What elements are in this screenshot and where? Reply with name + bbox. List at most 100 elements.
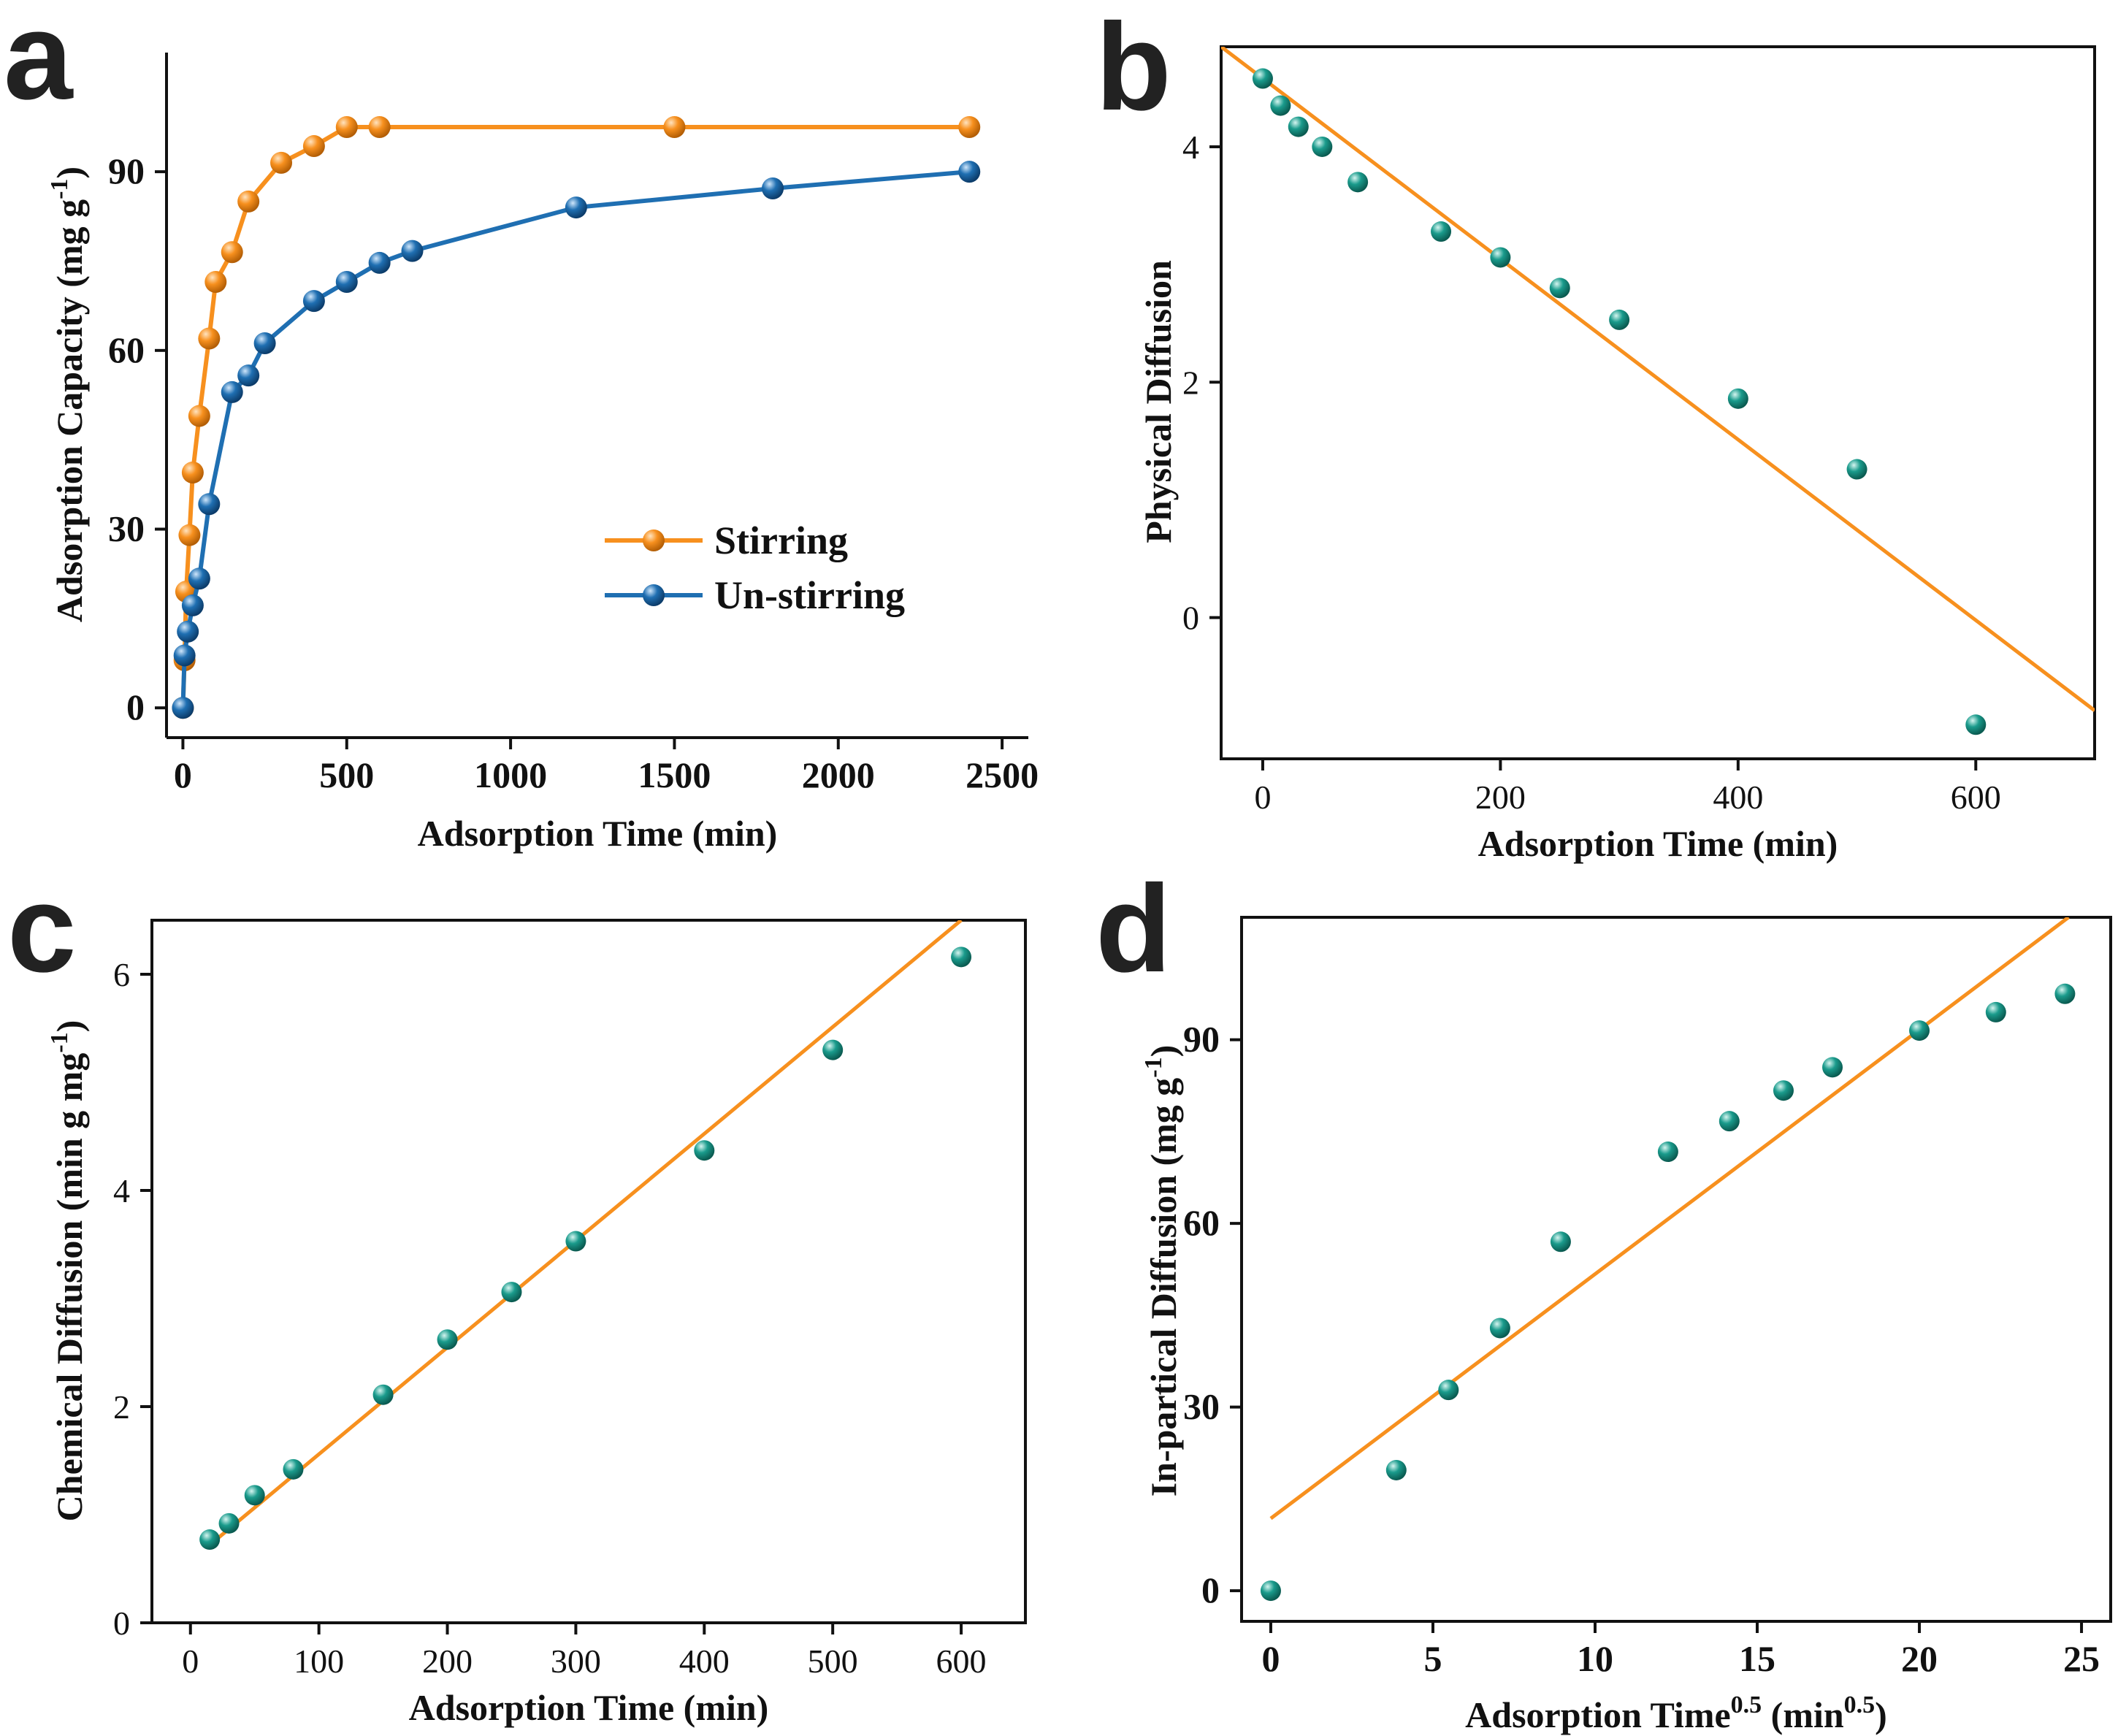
panel-b-ytick-label: 0 — [1182, 600, 1199, 637]
panel-b-ytick-label: 2 — [1182, 364, 1199, 401]
legend-unstirring-marker — [643, 584, 665, 606]
panel-c-ytick-label: 6 — [113, 956, 130, 993]
data-point-unstirring — [173, 644, 196, 667]
data-point — [951, 947, 972, 968]
panel-letter-d: d — [1096, 860, 1171, 998]
data-point-unstirring — [221, 381, 243, 403]
legend-stirring-label: Stirring — [714, 519, 848, 562]
panel-d-chart: 0 5 10 15 20 25 0 30 60 90 Adsorption Time0.5 (mi… — [1140, 916, 2112, 1735]
data-point — [437, 1329, 458, 1350]
panel-d-x-title: Adsorption Time0.5 (min0.5) — [1465, 1691, 1887, 1735]
data-point — [1347, 172, 1369, 193]
panel-c-xtick-label: 0 — [182, 1643, 199, 1680]
panel-d-ytick-label: 60 — [1183, 1202, 1220, 1243]
panel-a-y-title: Adsorption Capacity (mg g-1) — [46, 167, 90, 622]
data-point — [1260, 1580, 1281, 1602]
panel-d-xtick-label: 10 — [1577, 1638, 1613, 1679]
panel-a-xtick-label: 2500 — [966, 754, 1039, 795]
data-point — [1288, 116, 1309, 137]
fit-line — [1269, 917, 2070, 1521]
data-point — [1719, 1111, 1740, 1132]
data-point — [1550, 1231, 1571, 1253]
panel-a-legend: Stirring Un-stirring — [605, 519, 905, 617]
data-point — [1909, 1020, 1930, 1041]
panel-a-xtick-label: 2000 — [802, 754, 875, 795]
panel-d-frame — [1240, 916, 2112, 1623]
panel-d-ytick-label: 0 — [1201, 1569, 1220, 1610]
panel-b-xtick-label: 600 — [1951, 779, 2001, 816]
panel-c-ytick-label: 4 — [113, 1172, 130, 1209]
data-point-stirring — [198, 327, 221, 350]
data-point-unstirring — [177, 620, 199, 643]
data-point-unstirring — [762, 177, 784, 199]
panel-d-xtick-label: 5 — [1423, 1638, 1442, 1679]
data-point-stirring — [221, 241, 243, 264]
panel-a-ytick-label: 0 — [126, 687, 145, 727]
panel-c-chart: 0 100 200 300 400 500 600 0 2 4 6 Adsorption Time … — [46, 919, 1027, 1728]
data-point-stirring — [302, 135, 325, 158]
data-point-unstirring — [198, 493, 221, 516]
panel-c-xtick-label: 600 — [936, 1643, 987, 1680]
data-point-stirring — [188, 405, 210, 427]
panel-b-frame — [1220, 45, 2096, 760]
panel-letter-c: c — [7, 860, 77, 998]
panel-b-chart: 0 200 400 600 0 2 4 Adsorption Time (min) Phys… — [1138, 45, 2096, 864]
data-point-unstirring — [958, 161, 981, 183]
data-point — [283, 1458, 304, 1480]
panel-d-ticks: 0 5 10 15 20 25 0 30 60 90 — [1183, 1019, 2100, 1679]
data-point-stirring — [237, 190, 260, 213]
data-point-stirring — [181, 462, 204, 484]
data-point-stirring — [178, 524, 201, 546]
data-point-stirring — [663, 115, 686, 138]
data-point-unstirring — [172, 697, 194, 719]
data-point — [1385, 1459, 1407, 1480]
data-point — [1846, 459, 1867, 480]
data-point — [1727, 388, 1748, 409]
panel-b-xtick-label: 200 — [1475, 779, 1526, 816]
data-point — [822, 1039, 844, 1060]
panel-d-ytick-label: 90 — [1183, 1019, 1220, 1060]
panel-a-x-title: Adsorption Time (min) — [418, 813, 778, 854]
panel-b-xtick-label: 400 — [1713, 779, 1763, 816]
data-point-unstirring — [181, 594, 204, 616]
series-line-stirring — [180, 124, 970, 708]
panel-b-xtick-label: 0 — [1254, 779, 1271, 816]
panel-d-xtick-label: 25 — [2063, 1638, 2100, 1679]
panel-c-frame — [150, 919, 1027, 1624]
data-point — [1985, 1001, 2006, 1022]
panel-c-ytick-label: 0 — [113, 1605, 130, 1642]
data-point — [1431, 221, 1452, 242]
panel-a-chart: 0 500 1000 1500 2000 2500 0 30 60 90 Adsorption T… — [46, 53, 1039, 854]
data-point — [1489, 1318, 1510, 1339]
data-point — [1965, 714, 1987, 735]
data-point-stirring — [335, 115, 358, 138]
legend-stirring-marker — [643, 529, 665, 551]
data-point — [501, 1282, 522, 1303]
panel-c-xtick-label: 400 — [679, 1643, 730, 1680]
data-point-unstirring — [237, 364, 260, 387]
fit-line — [1221, 47, 2095, 712]
panel-d-xtick-label: 0 — [1261, 1638, 1280, 1679]
data-point-unstirring — [565, 196, 587, 219]
panel-b-x-title: Adsorption Time (min) — [1478, 823, 1838, 864]
panel-c-xtick-label: 200 — [422, 1643, 473, 1680]
panel-b-y-title: Physical Diffusion — [1138, 260, 1179, 543]
data-point-stirring — [958, 115, 981, 138]
panel-d-xtick-label: 20 — [1901, 1638, 1938, 1679]
panel-d-xtick-label: 15 — [1739, 1638, 1775, 1679]
panel-a-xtick-label: 500 — [319, 754, 374, 795]
data-point — [199, 1529, 221, 1550]
legend-unstirring-label: Un-stirring — [714, 573, 905, 617]
panel-d-ytick-label: 30 — [1183, 1386, 1220, 1427]
panel-c-xtick-label: 100 — [294, 1643, 344, 1680]
data-point-stirring — [270, 151, 293, 174]
data-point-unstirring — [302, 290, 325, 313]
panel-c-xtick-label: 500 — [808, 1643, 858, 1680]
panel-b-ticks: 0 200 400 600 0 2 4 — [1182, 129, 2001, 816]
data-point-unstirring — [401, 240, 424, 262]
fit-line — [208, 920, 963, 1547]
data-point — [244, 1485, 265, 1506]
panel-d-series — [1260, 917, 2076, 1602]
data-point — [1270, 95, 1291, 116]
panel-letter-b: b — [1096, 0, 1171, 137]
